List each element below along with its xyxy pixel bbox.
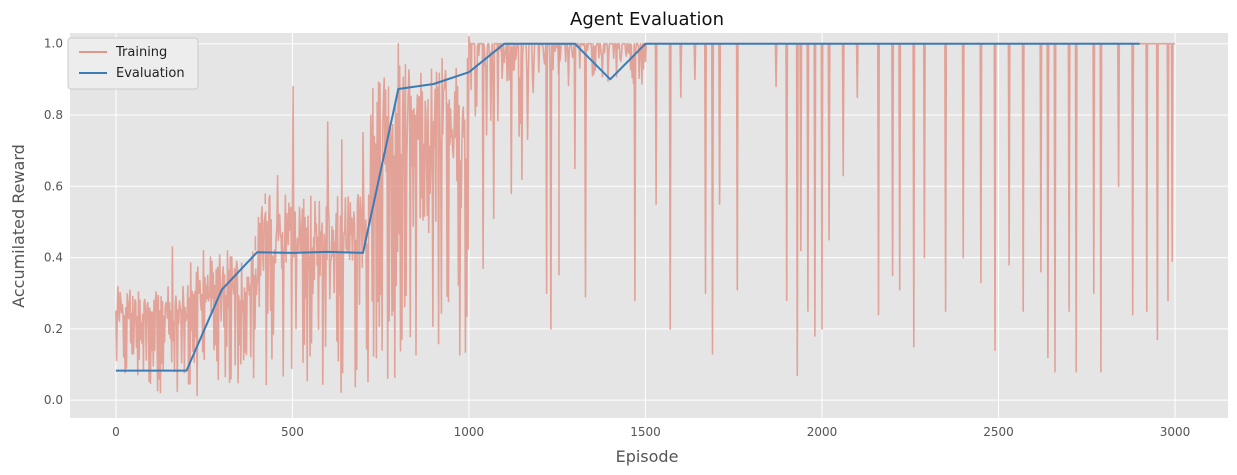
y-tick-label: 0.8 xyxy=(44,108,63,122)
chart-title: Agent Evaluation xyxy=(570,9,724,30)
series xyxy=(115,35,1176,397)
x-tick-label: 3000 xyxy=(1160,425,1191,439)
y-tick-label: 1.0 xyxy=(44,37,63,51)
legend-label-evaluation: Evaluation xyxy=(116,66,185,81)
x-tick-label: 500 xyxy=(281,425,304,439)
evaluation-series-line xyxy=(115,42,1140,372)
x-tick-label: 1000 xyxy=(454,425,485,439)
x-tick-label: 2000 xyxy=(807,425,838,439)
y-tick-label: 0.2 xyxy=(44,322,63,336)
x-tick-label: 0 xyxy=(112,425,120,439)
y-tick-label: 0.6 xyxy=(44,179,63,193)
y-axis-label: Accumilated Reward xyxy=(9,144,28,308)
x-axis-label: Episode xyxy=(616,447,679,466)
legend-label-training: Training xyxy=(115,45,167,60)
y-tick-label: 0.0 xyxy=(44,393,63,407)
legend-box xyxy=(67,37,199,90)
legend: Training Evaluation xyxy=(67,37,199,90)
x-tick-label: 1500 xyxy=(630,425,661,439)
x-tick-label: 2500 xyxy=(983,425,1014,439)
tick-labels: 0 500 1000 1500 2000 2500 3000 0.0 0.2 0.4 0.6 0.8 1… xyxy=(44,37,1190,439)
y-tick-label: 0.4 xyxy=(44,251,63,265)
